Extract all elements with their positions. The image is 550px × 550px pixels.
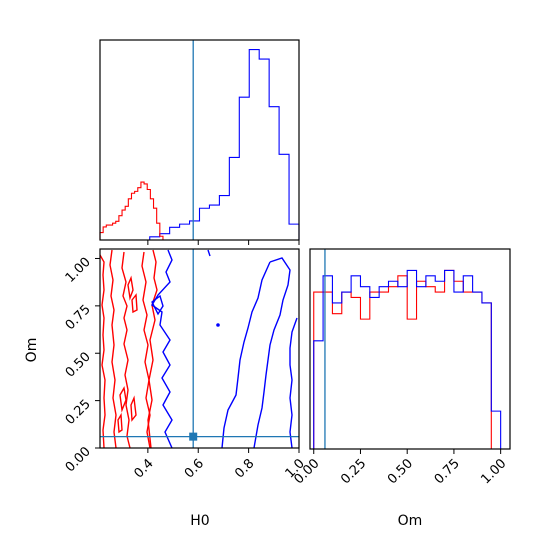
om-x-tick-label-2: 0.50: [385, 456, 416, 487]
om-y-ticks: 0.00 0.25 0.50 0.75 1.00: [63, 255, 100, 475]
h0-marginal-frame: [99, 39, 300, 241]
om-marginal-panel: 0.00 0.25 0.50 0.75 1.00 Om: [291, 248, 511, 529]
red-contour-right: [141, 251, 151, 448]
om-x-ticks: 0.00 0.25 0.50 0.75 1.00: [291, 449, 509, 487]
blue-contours: [151, 249, 298, 448]
red-contour-inner-4: [130, 395, 137, 422]
x-axis-label-h0: H0: [190, 513, 209, 529]
om-y-tick-label-4: 1.00: [63, 255, 94, 286]
red-contour-right-2: [147, 249, 158, 448]
truth-marker: [189, 432, 198, 441]
blue-contour-dot: [216, 323, 220, 327]
h0-x-tick-label-1: 0.6: [182, 456, 207, 481]
om-histogram-blue: [313, 269, 502, 449]
h0-x-tick-label-0: 0.4: [131, 456, 156, 481]
h0-marginal-panel: [99, 39, 300, 245]
red-contour-inner-2: [131, 293, 138, 314]
h0-histogram-blue-series: [100, 48, 300, 241]
red-contour-inner-3: [119, 385, 127, 413]
h0-x-tick-label-2: 0.8: [232, 456, 257, 481]
x-axis-label-om: Om: [398, 513, 423, 529]
red-contour-inner-5: [117, 412, 123, 434]
om-y-tick-label-0: 0.00: [63, 444, 94, 475]
blue-contour-top-stub: [207, 249, 211, 257]
blue-contour-outer-left: [151, 249, 173, 448]
h0-histogram-red: [99, 181, 164, 240]
om-x-tick-label-3: 0.75: [432, 456, 463, 487]
om-x-tick-label-1: 0.25: [338, 456, 369, 487]
om-marginal-frame: [309, 248, 511, 450]
red-contour-mid-2: [121, 251, 131, 448]
blue-contour-inner: [221, 257, 291, 448]
red-contours: [100, 249, 158, 448]
blue-contour-island: [151, 294, 164, 316]
h0-x-ticks: 0.4 0.6 0.8 1.0: [131, 448, 308, 481]
h0-histogram-blue: [100, 48, 300, 241]
contour-frame: [99, 248, 300, 449]
red-contour-mid-1: [109, 249, 117, 448]
y-axis-label-om: Om: [24, 338, 40, 363]
om-histogram-blue-series: [313, 269, 502, 449]
h0-marginal-ticks: [147, 240, 300, 245]
h0-om-contour-panel: 0.000.250.500.751.00 0.4 0.6 0.8 1.0 H0 Om: [24, 248, 308, 529]
red-contour-outer: [100, 254, 106, 448]
red-contour-inner-1: [127, 275, 134, 301]
om-y-tick-label-1: 0.25: [63, 397, 94, 428]
om-y-tick-label-3: 0.75: [63, 302, 94, 333]
om-y-tick-label-2: 0.50: [63, 349, 94, 380]
h0-histogram-red-series: [99, 181, 164, 240]
blue-contour-outer-right: [289, 317, 298, 448]
contour-plot-area: [100, 249, 299, 448]
om-x-tick-label-4: 1.00: [478, 456, 509, 487]
